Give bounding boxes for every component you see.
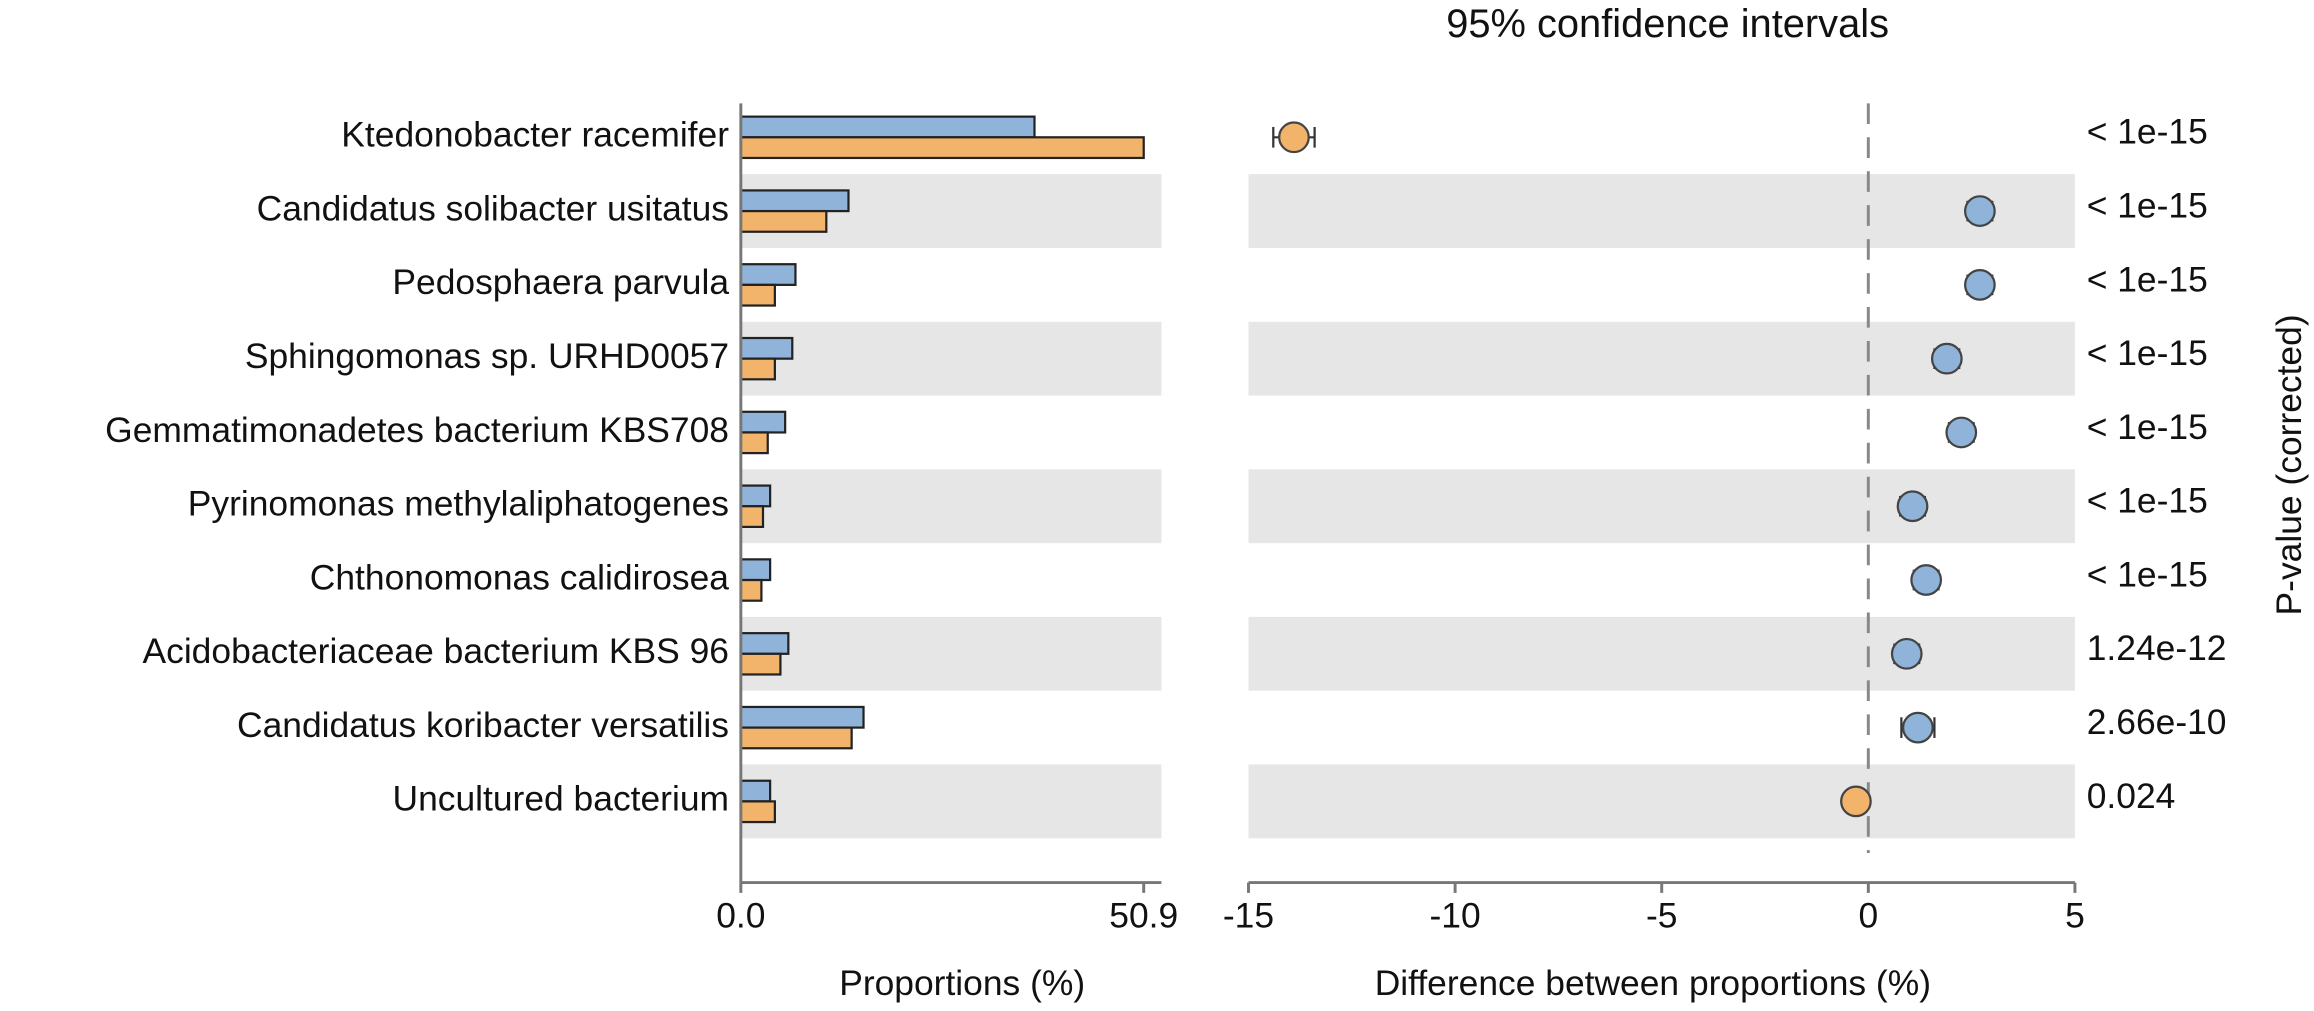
category-label: Sphingomonas sp. URHD0057 xyxy=(245,336,729,376)
x-axis-label: Proportions (%) xyxy=(839,963,1085,1003)
p-value: < 1e-15 xyxy=(2087,112,2208,152)
p-value: 0.024 xyxy=(2087,776,2176,816)
bar xyxy=(739,578,763,602)
row-band xyxy=(1248,469,2075,544)
p-value: < 1e-15 xyxy=(2087,407,2208,447)
p-value: < 1e-15 xyxy=(2087,481,2208,521)
point xyxy=(1910,564,1943,596)
category-label: Acidobacteriaceae bacterium KBS 96 xyxy=(143,631,730,671)
p-value: < 1e-15 xyxy=(2087,259,2208,299)
bar xyxy=(739,705,865,729)
bar xyxy=(739,800,776,824)
bar xyxy=(739,136,1145,160)
bar xyxy=(739,189,850,213)
bar xyxy=(739,209,828,233)
p-value: < 1e-15 xyxy=(2087,554,2208,594)
category-label: Uncultured bacterium xyxy=(393,779,730,819)
bar xyxy=(739,484,772,508)
row-band xyxy=(740,616,1162,691)
category-label: Pyrinomonas methylaliphatogenes xyxy=(188,484,729,524)
point xyxy=(1890,637,1923,670)
bar xyxy=(739,652,782,676)
row-band xyxy=(1248,764,2075,839)
category-label: Ktedonobacter racemifer xyxy=(341,115,729,155)
x-tick-label: -15 xyxy=(1223,895,1274,935)
category-label: Gemmatimonadetes bacterium KBS708 xyxy=(105,410,729,450)
p-value-axis-label: P-value (corrected) xyxy=(2269,314,2309,615)
category-label: Pedosphaera parvula xyxy=(392,262,729,302)
x-tick-label: 0 xyxy=(1858,895,1878,935)
p-value: < 1e-15 xyxy=(2087,185,2208,225)
bar xyxy=(739,336,794,360)
row-band xyxy=(740,321,1162,396)
point xyxy=(1840,785,1872,818)
point xyxy=(1278,121,1310,154)
bar xyxy=(739,357,776,381)
p-value: 1.24e-12 xyxy=(2087,628,2227,668)
x-tick-label: 0.0 xyxy=(716,895,765,935)
row-band xyxy=(1248,616,2075,691)
bar xyxy=(739,779,772,803)
row-band xyxy=(740,764,1162,839)
bar xyxy=(739,115,1036,139)
point xyxy=(1945,416,1978,449)
chart-title: 95% confidence intervals xyxy=(1446,2,1889,46)
p-value: < 1e-15 xyxy=(2087,333,2208,373)
point xyxy=(1896,490,1929,523)
row-band xyxy=(1248,174,2075,248)
bar xyxy=(739,431,769,455)
bar xyxy=(739,263,797,286)
point xyxy=(1964,269,1996,301)
point xyxy=(1930,342,1963,375)
x-tick-label: -5 xyxy=(1646,895,1677,935)
bar xyxy=(739,632,790,655)
row-band xyxy=(740,469,1162,544)
bar xyxy=(739,505,765,529)
x-axis-label: Difference between proportions (%) xyxy=(1375,963,1931,1003)
point xyxy=(1964,195,1996,227)
p-value: 2.66e-10 xyxy=(2087,702,2227,742)
category-label: Candidatus solibacter usitatus xyxy=(257,188,729,228)
row-bands xyxy=(740,174,2075,839)
point xyxy=(1902,711,1934,744)
category-label: Candidatus koribacter versatilis xyxy=(237,705,729,745)
bar xyxy=(739,283,776,307)
category-label: Chthonomonas calidirosea xyxy=(310,557,730,597)
bar xyxy=(739,726,853,750)
x-tick-label: -10 xyxy=(1430,895,1481,935)
x-tick-label: 5 xyxy=(2065,895,2085,935)
bar xyxy=(739,410,787,434)
bar xyxy=(739,558,772,582)
x-tick-label: 50.9 xyxy=(1109,895,1178,935)
